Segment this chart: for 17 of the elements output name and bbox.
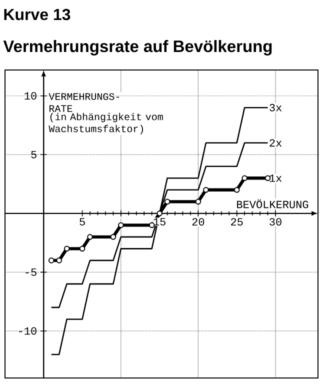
series-label: 3x <box>270 104 282 112</box>
x-axis-title: BEVÖLKERUNG <box>237 199 308 208</box>
series-label: 1x <box>270 174 282 182</box>
x-tick-label: 25 <box>231 218 243 226</box>
x-tick-label: 30 <box>270 218 282 226</box>
x-tick-label: 5 <box>80 218 85 226</box>
annotation: (in Abhängigkeit vom Wachstumsfaktor) <box>48 112 163 134</box>
y-tick-label: -5 <box>26 268 36 276</box>
y-tick-label: 10 <box>24 92 36 100</box>
chart-title: Kurve 13 <box>4 8 70 20</box>
series-label: 2x <box>270 139 282 147</box>
y-tick-label: 5 <box>31 150 36 158</box>
x-tick-label: 15 <box>154 218 166 226</box>
x-tick-label: 20 <box>192 218 204 226</box>
y-axis-title: VERMEHRUNGS-RATE <box>48 93 120 112</box>
y-tick-label: -10 <box>19 327 36 335</box>
chart-subtitle: Vermehrungsrate auf Bevölkerung <box>3 40 272 56</box>
